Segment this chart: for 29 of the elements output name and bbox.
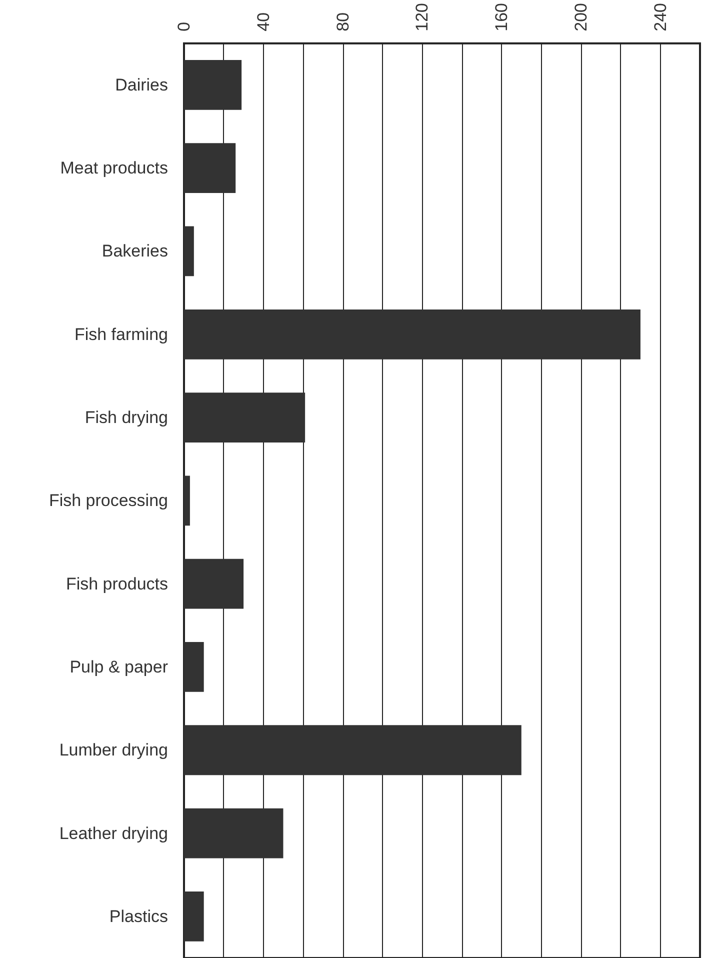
x-tick-label: 40 xyxy=(254,12,273,32)
bar xyxy=(184,642,204,692)
x-tick-label: 120 xyxy=(412,2,432,32)
y-tick-label: Pulp & paper xyxy=(70,657,168,676)
y-tick-label: Fish drying xyxy=(84,408,168,428)
y-tick-label: Bakeries xyxy=(102,242,168,261)
x-tick-label: 0 xyxy=(174,22,194,32)
y-tick-label: Fish farming xyxy=(74,324,168,344)
bar xyxy=(184,558,244,609)
x-tick-label: 160 xyxy=(492,2,512,32)
bar xyxy=(184,476,190,526)
bar xyxy=(184,891,204,942)
y-tick-label: Fish processing xyxy=(48,491,168,510)
y-tick-label: Dairies xyxy=(115,75,168,94)
x-tick-label: 200 xyxy=(571,2,590,32)
x-tick-label: 80 xyxy=(333,12,352,32)
bar xyxy=(184,309,640,360)
y-tick-label: Meat products xyxy=(60,158,168,178)
bar xyxy=(184,808,284,858)
y-tick-label: Leather drying xyxy=(59,824,168,843)
y-tick-label: Lumber drying xyxy=(59,740,168,760)
bar xyxy=(184,143,236,194)
bar xyxy=(184,60,242,110)
bar xyxy=(184,392,306,442)
y-tick-label: Fish products xyxy=(66,574,168,594)
bar xyxy=(184,226,194,276)
y-tick-label: Plastics xyxy=(109,906,168,926)
bar xyxy=(184,725,522,776)
x-tick-label: 240 xyxy=(650,2,670,32)
